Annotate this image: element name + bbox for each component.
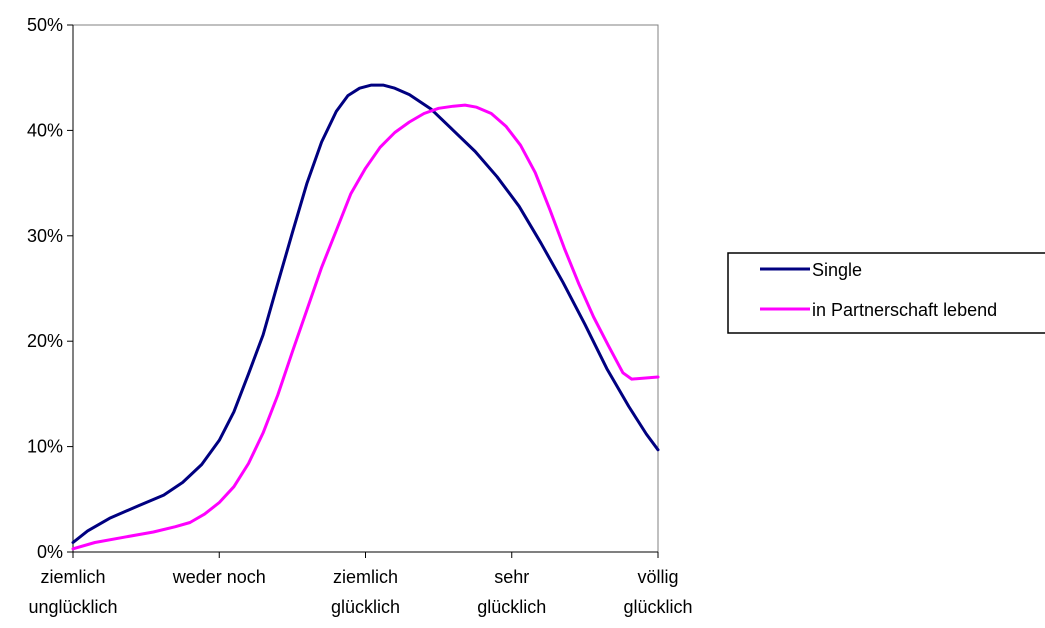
series-line bbox=[71, 103, 660, 551]
y-tick-label: 40% bbox=[27, 120, 63, 140]
y-tick-label: 30% bbox=[27, 226, 63, 246]
legend-label: in Partnerschaft lebend bbox=[812, 300, 997, 320]
x-tick-label-line: ziemlich bbox=[333, 567, 398, 587]
x-tick-label: völlig glücklich bbox=[623, 567, 692, 617]
legend-label: Single bbox=[812, 260, 862, 280]
x-tick-label-line: glücklich bbox=[477, 597, 546, 617]
x-tick-label-line: glücklich bbox=[623, 597, 692, 617]
x-tick-label-line: völlig bbox=[637, 567, 678, 587]
series-line bbox=[71, 83, 660, 544]
plot-area bbox=[72, 24, 659, 553]
x-tick-label-line: glücklich bbox=[331, 597, 400, 617]
x-tick-label-line: weder noch bbox=[172, 567, 266, 587]
y-tick-label: 0% bbox=[37, 542, 63, 562]
x-tick-label-line: sehr bbox=[494, 567, 529, 587]
y-tick-label: 10% bbox=[27, 437, 63, 457]
x-axis: ziemlich unglücklich weder noch ziemlich glü… bbox=[28, 551, 693, 617]
plot-frame bbox=[72, 24, 659, 553]
y-tick-label: 20% bbox=[27, 331, 63, 351]
y-tick-label: 50% bbox=[27, 15, 63, 35]
legend-box bbox=[727, 252, 1045, 334]
x-tick-label-line: ziemlich bbox=[40, 567, 105, 587]
legend: Single in Partnerschaft lebend bbox=[727, 252, 1045, 334]
x-tick-label: ziemlich glücklich bbox=[331, 567, 400, 617]
series-layer bbox=[71, 83, 660, 551]
x-tick-label: weder noch bbox=[172, 567, 266, 587]
x-tick-label-line: unglücklich bbox=[28, 597, 117, 617]
x-tick-label: ziemlich unglücklich bbox=[28, 567, 117, 617]
y-axis: 0% 10% 20% 30% 40% 50% bbox=[27, 15, 74, 562]
x-tick-label: sehr glücklich bbox=[477, 567, 546, 617]
